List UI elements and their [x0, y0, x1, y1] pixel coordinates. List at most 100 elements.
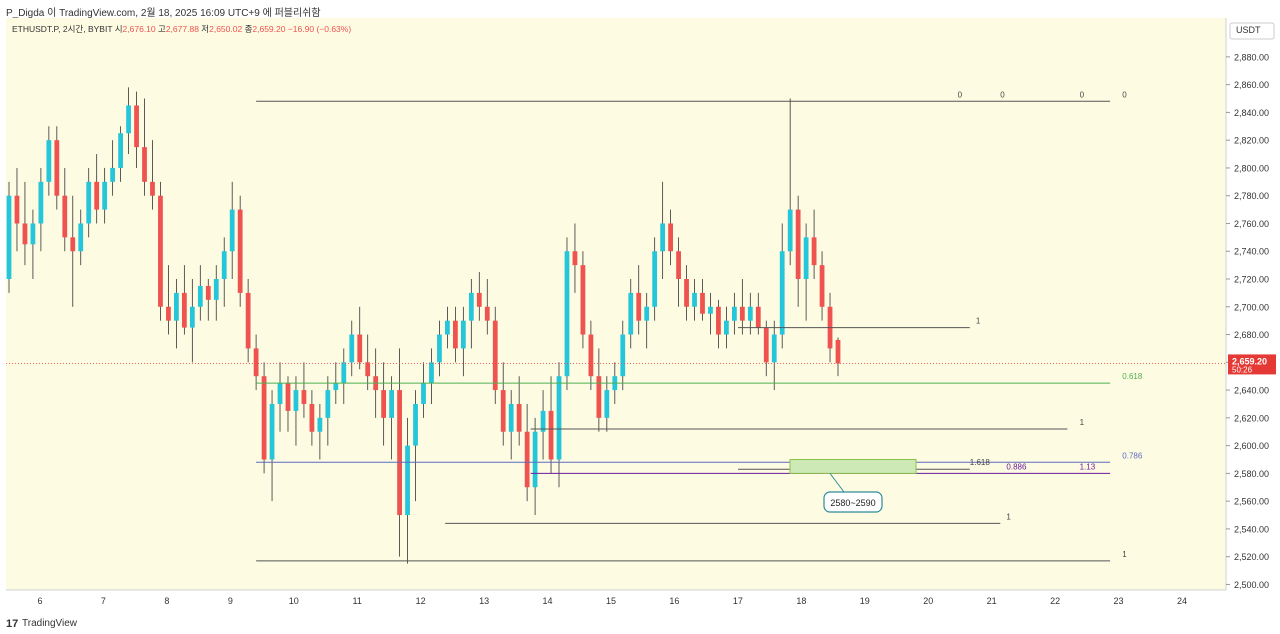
candle-body	[620, 334, 626, 377]
candle-body	[62, 195, 68, 238]
candle-body	[429, 362, 434, 384]
price-tick-label: 2,720.00	[1234, 275, 1269, 285]
price-tick-label: 2,760.00	[1234, 219, 1269, 229]
ohlc-legend-part: 2,677.88	[166, 24, 201, 34]
currency-badge	[1229, 22, 1275, 40]
candle-body	[540, 410, 546, 432]
fib-levels-group: 0 0 0 0 1 0.618 1 0.786 1.618 0.886 1.13 1 1	[256, 90, 1143, 562]
price-tick-label: 2,840.00	[1234, 108, 1269, 118]
footer-bar: 17 TradingView	[0, 614, 1280, 634]
candle-body	[724, 320, 729, 335]
candle-body	[142, 147, 147, 182]
price-tick-label: 2,860.00	[1234, 80, 1269, 90]
candle-body	[118, 133, 123, 168]
ohlc-legend: ETHUSDT.P, 2시간, BYBIT 시2,676.10 고2,677.8…	[12, 24, 351, 34]
target-zone-label: 2580~2590	[830, 498, 875, 508]
price-axis-panel	[1226, 18, 1280, 614]
candle-body	[70, 237, 76, 252]
candle-body	[484, 306, 490, 321]
candle-body	[628, 292, 634, 335]
candle-body	[452, 320, 458, 349]
candle-body	[397, 390, 402, 516]
time-tick-label: 9	[228, 596, 233, 606]
time-tick-label: 13	[479, 596, 489, 606]
candle-body	[166, 306, 171, 321]
candle-body	[78, 223, 84, 252]
candle-body	[126, 105, 131, 134]
time-tick-label: 17	[733, 596, 743, 606]
time-tick-label: 12	[416, 596, 426, 606]
candle-body	[580, 265, 586, 335]
candle-body	[811, 237, 817, 266]
candle-body	[54, 140, 60, 196]
price-tick-label: 2,640.00	[1234, 386, 1269, 396]
tradingview-logo-icon: 17	[6, 618, 19, 630]
time-tick-label: 20	[923, 596, 933, 606]
price-tick-label: 2,880.00	[1234, 52, 1269, 62]
candle-body	[731, 306, 737, 321]
ohlc-legend-part: 고	[158, 24, 166, 34]
candle-body	[787, 209, 793, 252]
candle-body	[261, 376, 267, 460]
candle-body	[676, 251, 681, 280]
ohlc-legend-part: 저	[201, 24, 209, 34]
publish-caption: P_Digda 이 TradingView.com, 2월 18, 2025 1…	[6, 8, 321, 19]
candle-body	[468, 292, 474, 321]
time-tick-label: 19	[860, 596, 870, 606]
time-tick-label: 24	[1177, 596, 1187, 606]
candle-body	[237, 209, 243, 293]
candle-body	[229, 209, 235, 252]
candle-body	[174, 292, 179, 321]
candle-body	[301, 390, 307, 404]
candle-body	[803, 237, 809, 280]
candle-body	[30, 223, 36, 245]
candle-body	[46, 140, 52, 182]
target-zone-callout-pointer	[829, 473, 845, 493]
candle-body	[309, 403, 315, 432]
price-tick-label: 2,620.00	[1234, 413, 1269, 423]
candle-body	[94, 181, 100, 210]
candle-body	[158, 195, 163, 307]
candle-body	[134, 105, 139, 148]
time-tick-label: 11	[353, 596, 362, 606]
ohlc-legend-part: 2,650.02	[209, 24, 244, 34]
fib-level-label: 1	[1122, 550, 1127, 559]
candle-body	[437, 334, 442, 363]
ohlc-legend-part: 2,659.20	[252, 24, 287, 34]
price-tick-label: 2,520.00	[1234, 552, 1269, 562]
candlestick-chart[interactable]: 2,500.00 2,520.00 2,540.00 2,560.00 2,580.00…	[0, 18, 1280, 614]
candle-body	[6, 195, 12, 280]
candle-body	[460, 320, 466, 349]
price-tick-label: 2,560.00	[1234, 497, 1269, 507]
candle-body	[700, 292, 705, 314]
candle-body	[213, 279, 219, 300]
candle-body	[564, 251, 570, 377]
candle-body	[269, 403, 275, 460]
price-tick-label: 2,600.00	[1234, 441, 1269, 451]
candle-body	[604, 390, 610, 418]
candle-body	[819, 265, 825, 307]
tradingview-brand: TradingView	[22, 618, 78, 629]
price-tick-label: 2,580.00	[1234, 469, 1269, 479]
candle-body	[333, 383, 339, 391]
candle-body	[317, 417, 323, 432]
fib-level-label: 1	[1006, 512, 1011, 521]
fib-level-label: 1.618	[970, 458, 991, 467]
candle-body	[22, 223, 28, 245]
candle-body	[548, 410, 554, 460]
fib-level-label: 0	[1122, 90, 1127, 99]
candle-body	[413, 403, 418, 446]
candle-body	[205, 285, 211, 300]
candle-body	[492, 320, 498, 391]
fib-level-label: 0	[1000, 90, 1005, 99]
candle-body	[596, 376, 602, 418]
candle-body	[341, 362, 347, 384]
candle-body	[197, 285, 203, 307]
candle-body	[508, 403, 514, 432]
chart-area[interactable]: 2,500.00 2,520.00 2,540.00 2,560.00 2,580.00…	[0, 18, 1280, 614]
publish-caption-bar: P_Digda 이 TradingView.com, 2월 18, 2025 1…	[0, 0, 1280, 19]
target-zone-callout-box	[823, 491, 883, 513]
candle-body	[421, 383, 426, 404]
price-tick-label: 2,680.00	[1234, 330, 1269, 340]
candle-body	[285, 383, 291, 411]
